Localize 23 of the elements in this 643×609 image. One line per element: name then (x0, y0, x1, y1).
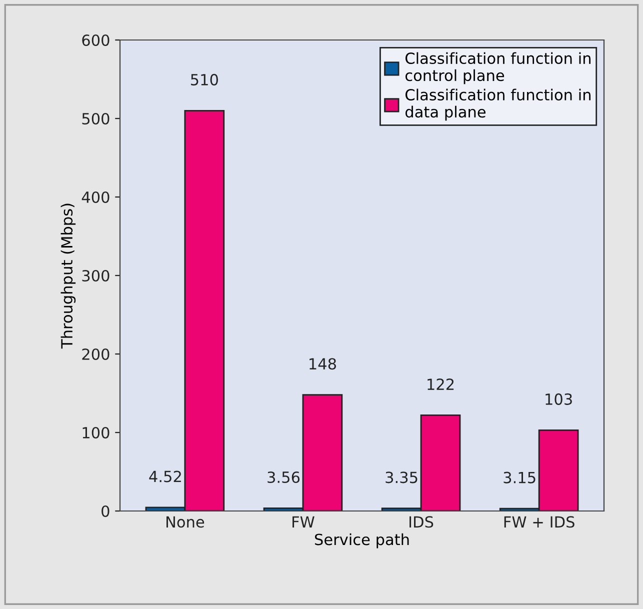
legend-label: Classification function in control plane (405, 52, 590, 84)
x-axis-title: Service path (314, 533, 409, 548)
y-tick-label: 500 (82, 112, 110, 125)
x-tick-label: None (166, 516, 204, 528)
x-tick-label: IDS (410, 516, 434, 528)
y-tick-label: 400 (82, 191, 110, 204)
legend-label: Classification function in data plane (405, 88, 590, 121)
data-label: 4.52 (149, 470, 181, 482)
data-label: 510 (191, 74, 218, 86)
y-axis-title: Throughput (Mbps) (60, 204, 76, 349)
y-tick-label: 100 (82, 426, 110, 439)
y-tick-label: 300 (82, 270, 110, 282)
data-label: 148 (310, 358, 336, 370)
y-tick-label: 600 (82, 34, 110, 46)
data-label: 103 (546, 393, 572, 405)
y-tick-label: 200 (82, 348, 110, 360)
x-tick-label: FW + IDS (504, 516, 574, 528)
data-label: 3.56 (268, 471, 300, 484)
data-label: 3.15 (504, 472, 536, 484)
x-tick-label: FW (292, 516, 314, 528)
data-label: 3.35 (386, 472, 418, 484)
data-label: 122 (428, 378, 454, 390)
y-tick-label: 0 (102, 505, 110, 518)
